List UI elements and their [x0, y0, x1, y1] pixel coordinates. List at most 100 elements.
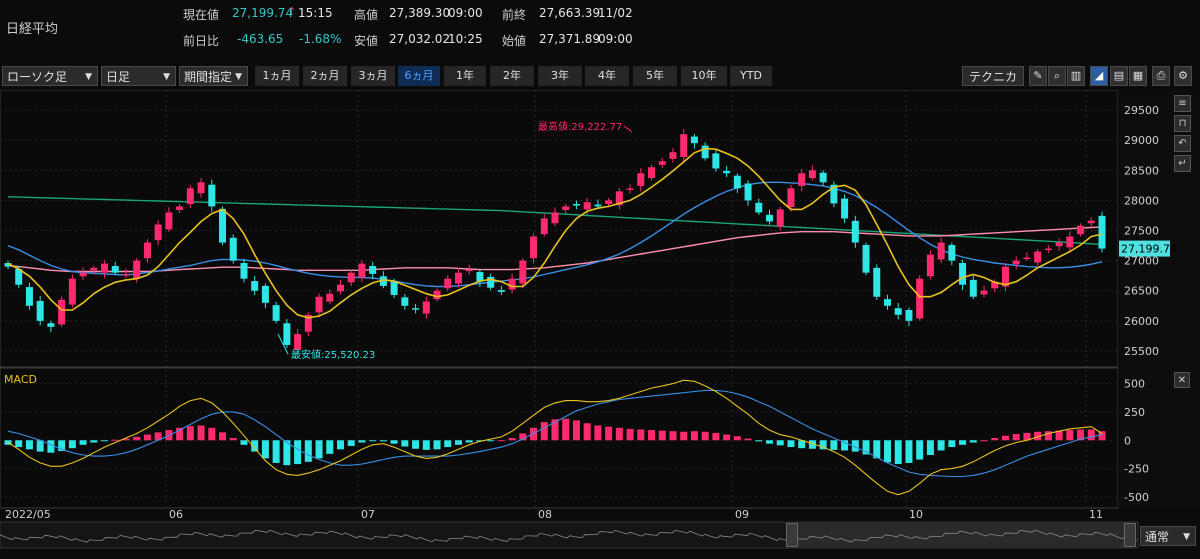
reset-icon[interactable]: ↵	[1174, 155, 1191, 172]
candle-body	[444, 278, 452, 289]
print-icon[interactable]: ⎙	[1152, 66, 1170, 86]
range-button-4[interactable]: 6ヵ月	[398, 66, 440, 86]
macd-histogram-bar	[240, 440, 248, 445]
zoom-icon[interactable]: ⌕	[1048, 66, 1066, 86]
y-tick-label: 27500	[1124, 225, 1159, 238]
save-icon[interactable]: ▤	[1110, 66, 1128, 86]
candle-body	[551, 212, 559, 224]
macd-histogram-bar	[79, 440, 87, 445]
high-annotation: 最高値:29,222.77	[538, 120, 622, 133]
macd-histogram-bar	[744, 438, 752, 441]
price-chart[interactable]: 25500 26000 26500 27000 27500 28000 28500 29000…	[0, 90, 1200, 559]
candle-body	[841, 198, 849, 219]
chevron-down-icon: ▼	[1183, 532, 1190, 542]
macd-histogram-bar	[819, 440, 827, 450]
macd-histogram-bar	[669, 431, 677, 441]
macd-histogram-bar	[433, 440, 441, 450]
macd-histogram-bar	[766, 440, 774, 444]
range-button-2[interactable]: 2ヵ月	[303, 66, 347, 86]
open-label: 始値	[502, 34, 527, 48]
macd-histogram-bar	[755, 440, 763, 442]
macd-histogram-bar	[991, 438, 999, 441]
index-name: 日経平均	[6, 22, 59, 37]
signal-line	[7, 389, 1103, 478]
range-button-1[interactable]: 1ヵ月	[255, 66, 299, 86]
undo-icon[interactable]: ↶	[1174, 135, 1191, 152]
macd-histogram-bar	[1001, 435, 1009, 441]
candle-body	[1077, 225, 1085, 235]
period-select[interactable]: 日足 ▼	[101, 66, 176, 86]
candle-body	[787, 188, 795, 208]
candle-body	[658, 161, 666, 165]
line-chart-icon[interactable]: ◢	[1090, 66, 1108, 86]
candle-body	[369, 266, 377, 274]
macd-histogram-bar	[133, 436, 141, 441]
low-time: 10:25	[448, 32, 483, 46]
x-tick-label: 08	[538, 508, 552, 521]
candle-body	[1098, 215, 1106, 249]
menu-icon[interactable]: ≡	[1174, 95, 1191, 112]
navigator-left-handle[interactable]	[786, 523, 798, 547]
y-tick-label: 28500	[1124, 164, 1159, 177]
range-button-8[interactable]: 4年	[585, 66, 629, 86]
macd-histogram-bar	[487, 440, 495, 442]
macd-histogram-bar	[261, 440, 269, 459]
candle-body	[615, 191, 623, 206]
macd-histogram-bar	[776, 440, 784, 446]
bar-chart-icon[interactable]: ▥	[1067, 66, 1085, 86]
x-tick-label: 06	[169, 508, 183, 521]
macd-histogram-bar	[1044, 431, 1052, 441]
macd-histogram-bar	[605, 426, 613, 441]
prev-close-value: 27,663.39	[539, 6, 601, 20]
candle-body	[926, 254, 934, 277]
chart-type-select[interactable]: ローソク足 ▼	[2, 66, 98, 86]
navigator-right-handle[interactable]	[1124, 523, 1136, 547]
range-button-5[interactable]: 1年	[444, 66, 486, 86]
range-mode-select[interactable]: 期間指定 ▼	[179, 66, 248, 86]
close-macd-icon[interactable]: ✕	[1174, 372, 1190, 388]
pencil-icon[interactable]: ✎	[1029, 66, 1047, 86]
macd-histogram-bar	[905, 440, 913, 463]
change-percent: -1.68%	[299, 32, 342, 46]
candle-body	[819, 172, 827, 183]
range-button-6[interactable]: 2年	[490, 66, 534, 86]
macd-histogram-bar	[347, 440, 355, 446]
candle-body	[1055, 242, 1063, 247]
range-button-10[interactable]: 10年	[681, 66, 727, 86]
y-tick-label: 25500	[1124, 345, 1159, 358]
macd-histogram-bar	[916, 440, 924, 460]
macd-histogram-bar	[272, 440, 280, 463]
candle-body	[186, 188, 194, 205]
candle-body	[294, 334, 302, 350]
lock-icon[interactable]: ⊓	[1174, 115, 1191, 132]
prev-close-date: 11/02	[598, 6, 633, 20]
range-button-7[interactable]: 3年	[538, 66, 582, 86]
technical-button[interactable]: テクニカル	[962, 66, 1024, 104]
candle-body	[326, 293, 334, 302]
low-annotation-leader	[277, 333, 289, 355]
macd-histogram-bar	[1012, 434, 1020, 441]
x-tick-label: 2022/05	[5, 508, 51, 521]
candle-body	[894, 308, 902, 315]
document-icon[interactable]: ▦	[1129, 66, 1147, 86]
gear-icon[interactable]: ⚙	[1174, 66, 1192, 86]
chevron-down-icon: ▼	[163, 72, 170, 82]
candle-body	[583, 202, 591, 210]
candle-body	[240, 263, 248, 279]
macd-histogram-bar	[594, 425, 602, 441]
range-button-11[interactable]: YTD	[730, 66, 772, 86]
macd-histogram-bar	[980, 440, 988, 442]
macd-histogram-bar	[701, 431, 709, 441]
range-button-9[interactable]: 5年	[633, 66, 677, 86]
candle-body	[594, 204, 602, 207]
candle-body	[916, 278, 924, 319]
candle-body	[1087, 220, 1095, 224]
mode-select[interactable]: 通常 ▼	[1140, 526, 1196, 546]
macd-histogram-bar	[787, 440, 795, 448]
macd-tick-label: 0	[1124, 434, 1131, 447]
current-time: 15:15	[298, 6, 333, 20]
macd-histogram-bar	[229, 438, 237, 441]
range-button-3[interactable]: 3ヵ月	[351, 66, 395, 86]
candle-body	[862, 244, 870, 273]
candle-body	[969, 279, 977, 297]
